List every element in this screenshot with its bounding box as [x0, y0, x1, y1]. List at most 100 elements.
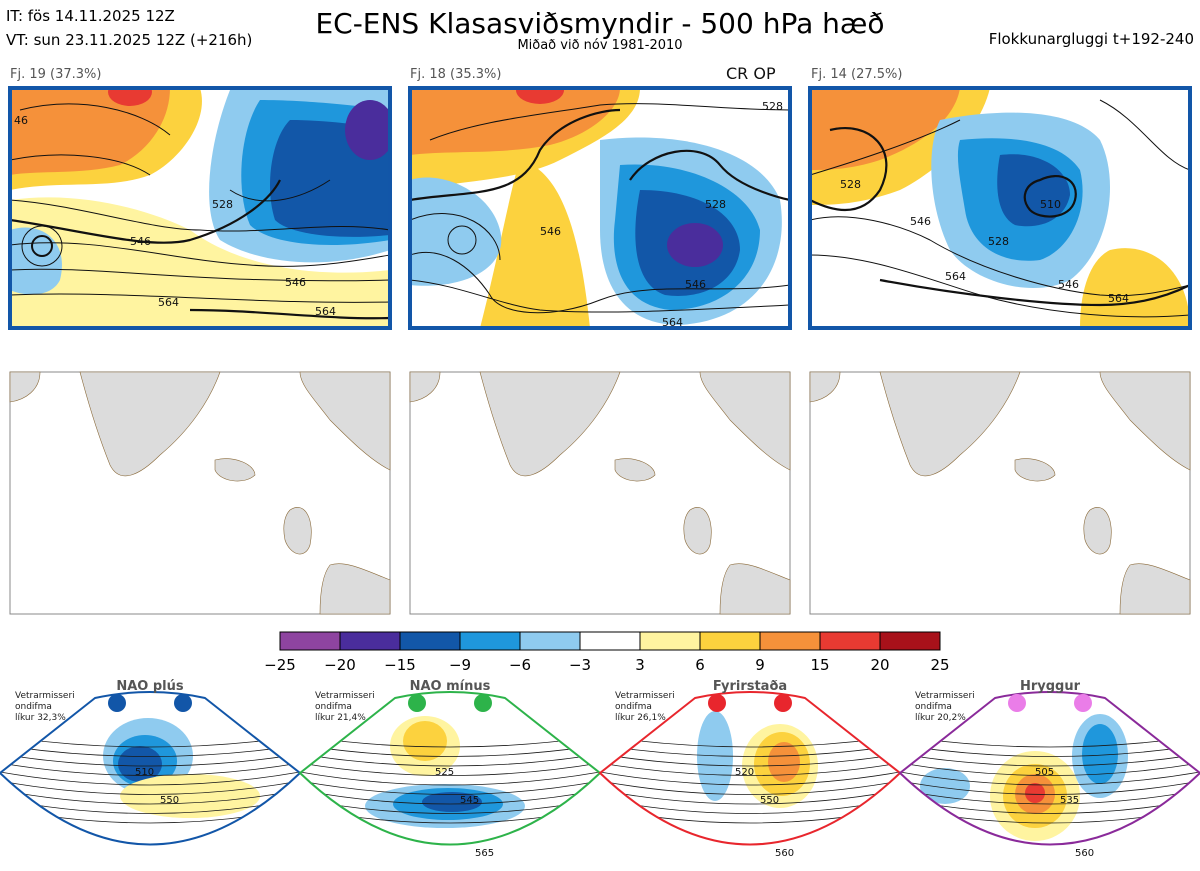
colorbar-tick-label: 6: [695, 656, 705, 674]
regime-info-line: líkur 21,4%: [315, 713, 366, 723]
colorbar-swatch: [399, 631, 461, 651]
colorbar-tick-label: −9: [449, 656, 471, 674]
colorbar-tick-label: 20: [870, 656, 889, 674]
cluster-map-2: [410, 88, 790, 328]
colorbar-tick-label: −3: [569, 656, 591, 674]
regime-name: NAO mínus: [410, 679, 491, 694]
colorbar-swatch: [279, 631, 341, 651]
svg-text:510: 510: [1040, 198, 1061, 211]
svg-text:546: 546: [130, 235, 151, 248]
cluster-map-1-frame: [8, 86, 392, 330]
regime-name: Fyrirstaða: [713, 679, 787, 694]
regime-dot: [708, 694, 726, 712]
regime-contour-label: 550: [160, 795, 179, 806]
colorbar-tick-label: 9: [755, 656, 765, 674]
regime-frame: [298, 691, 602, 846]
colorbar-swatch: [759, 631, 821, 651]
colorbar-tick-label: 3: [635, 656, 645, 674]
regime-info-line: ondifma: [315, 702, 352, 712]
regime-contour-label: 505: [1035, 767, 1054, 778]
colorbar-tick-label: −20: [324, 656, 356, 674]
regime-frame: [0, 691, 302, 846]
colorbar-swatch: [339, 631, 401, 651]
regime-dot: [174, 694, 192, 712]
svg-text:564: 564: [662, 316, 683, 329]
cluster-window: Flokkunargluggi t+192-240: [988, 30, 1194, 48]
svg-text:528: 528: [988, 235, 1009, 248]
regime-name: Hryggur: [1020, 679, 1081, 694]
svg-text:528: 528: [212, 198, 233, 211]
svg-text:46: 46: [14, 114, 28, 127]
regime-info-line: líkur 26,1%: [615, 713, 666, 723]
cluster-maps: 528 546 546 564 564 46 528 528 546 546 5…: [8, 86, 1192, 330]
regime-info-line: ondifma: [15, 702, 52, 712]
svg-text:546: 546: [685, 278, 706, 291]
colorbar-tick-label: 15: [810, 656, 829, 674]
regime-dot: [774, 694, 792, 712]
regime-info-line: Vetrarmisseri: [315, 691, 375, 701]
regime-info-line: ondifma: [615, 702, 652, 712]
regime-dot: [408, 694, 426, 712]
regime-frame: [898, 691, 1200, 846]
cluster-map-2-frame: [408, 86, 792, 330]
svg-text:528: 528: [705, 198, 726, 211]
colorbar-swatch: [699, 631, 761, 651]
regime-contour-label: 550: [760, 795, 779, 806]
regime-dot: [108, 694, 126, 712]
empty-map-2: [409, 371, 791, 615]
empty-map-1: [9, 371, 391, 615]
svg-text:546: 546: [910, 215, 931, 228]
regime-dot: [1074, 694, 1092, 712]
colorbar-swatch: [519, 631, 581, 651]
regime-info-line: Vetrarmisseri: [915, 691, 975, 701]
cluster-map-1: [10, 88, 390, 328]
regime-info-line: líkur 20,2%: [915, 713, 966, 723]
colorbar-tick-label: −15: [384, 656, 416, 674]
regime-dot: [1008, 694, 1026, 712]
colorbar-swatch: [579, 631, 641, 651]
regime-contour-label: 565: [475, 848, 494, 859]
colorbar-swatch: [639, 631, 701, 651]
panel-2-tag: CR OP: [726, 64, 776, 83]
svg-text:546: 546: [1058, 278, 1079, 291]
colorbar-tick-label: −25: [264, 656, 296, 674]
cluster-map-3-frame: [808, 86, 1192, 330]
svg-text:528: 528: [840, 178, 861, 191]
colorbar: −25 −20 −15 −9 −6 −3 3 6 9 15 20 25: [264, 631, 950, 674]
regime-contour-label: 510: [135, 767, 154, 778]
run-info: IT: fös 14.11.2025 12Z VT: sun 23.11.202…: [6, 4, 252, 52]
colorbar-tick-label: 25: [930, 656, 949, 674]
regime-contour-label: 535: [1060, 795, 1079, 806]
colorbar-swatch: [459, 631, 521, 651]
empty-map-3: [809, 371, 1191, 615]
svg-text:564: 564: [1108, 292, 1129, 305]
svg-text:564: 564: [158, 296, 179, 309]
panel-1-label: Fj. 19 (37.3%): [10, 67, 102, 82]
svg-text:546: 546: [540, 225, 561, 238]
colorbar-swatch: [819, 631, 881, 651]
regime-contour-label: 520: [735, 767, 754, 778]
colorbar-swatch: [879, 631, 941, 651]
regime-info-line: Vetrarmisseri: [615, 691, 675, 701]
svg-text:528: 528: [762, 100, 783, 113]
regime-frame: [598, 691, 902, 846]
regime-name: NAO plús: [116, 679, 184, 694]
panel-2-label: Fj. 18 (35.3%): [410, 67, 502, 82]
svg-text:564: 564: [945, 270, 966, 283]
svg-text:564: 564: [315, 305, 336, 318]
panel-3-label: Fj. 14 (27.5%): [811, 67, 903, 82]
cluster-map-3: [810, 88, 1190, 328]
regime-info-line: líkur 32,3%: [15, 713, 66, 723]
regime-info-line: Vetrarmisseri: [15, 691, 75, 701]
regime-contour-label: 560: [775, 848, 794, 859]
regime-info-line: ondifma: [915, 702, 952, 712]
regime-contour-label: 545: [460, 795, 479, 806]
regime-contour-label: 560: [1075, 848, 1094, 859]
page-subtitle: Miðað við nóv 1981-2010: [517, 38, 683, 53]
init-time: IT: fös 14.11.2025 12Z: [6, 7, 175, 25]
